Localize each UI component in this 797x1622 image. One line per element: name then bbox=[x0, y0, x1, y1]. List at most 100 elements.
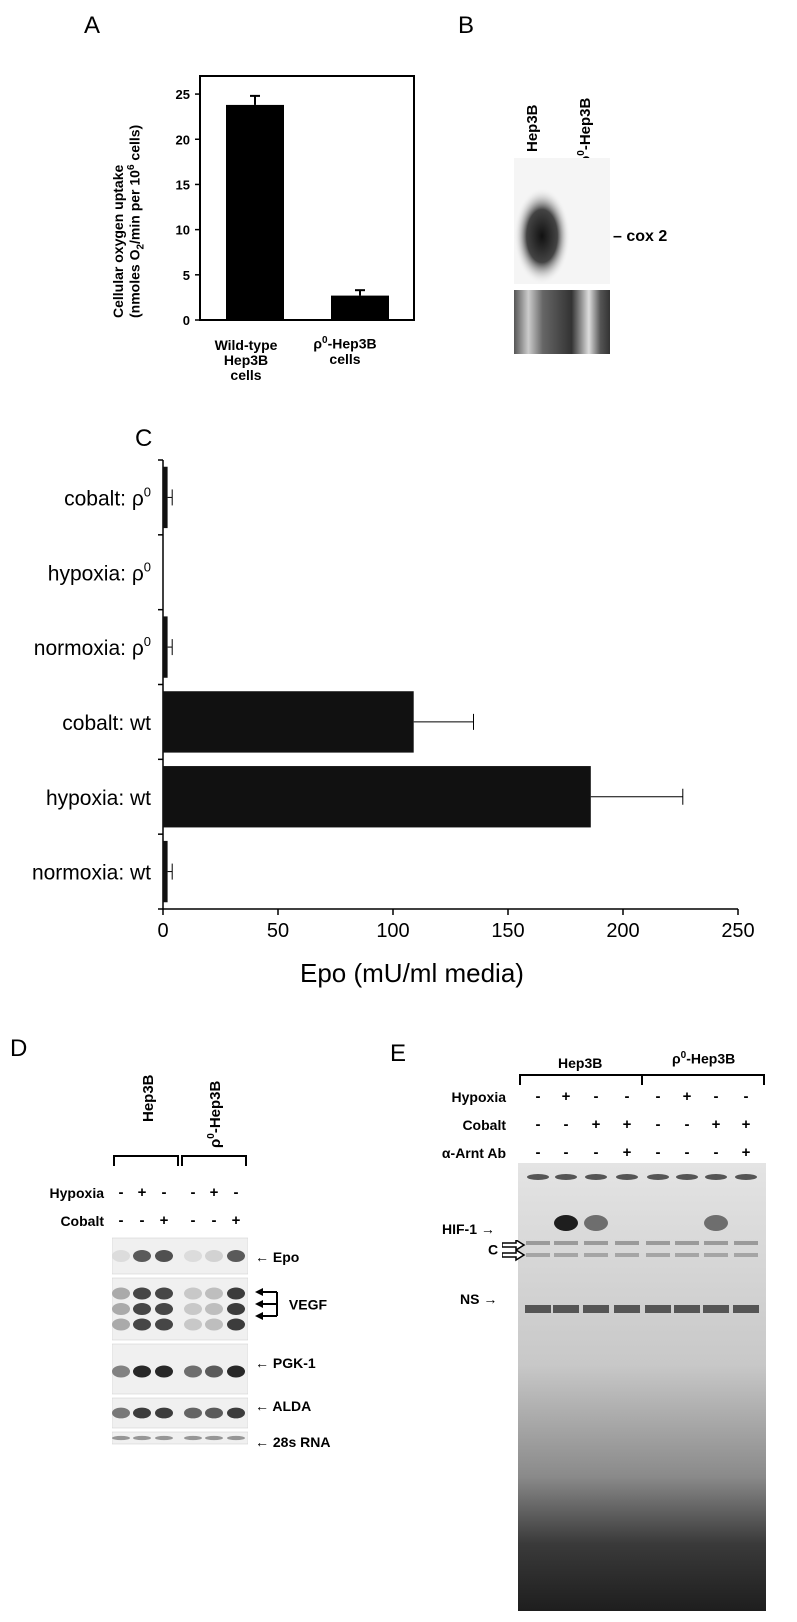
condition-sign: - bbox=[118, 1184, 124, 1201]
bar bbox=[163, 466, 168, 529]
condition-sign: + bbox=[682, 1088, 692, 1105]
condition-sign: - bbox=[161, 1184, 167, 1201]
panel-d-northern-blots bbox=[112, 1237, 248, 1445]
band bbox=[155, 1435, 173, 1441]
gel-loading-control bbox=[514, 290, 610, 354]
panel-e-cobalt-label: Cobalt bbox=[462, 1117, 506, 1133]
band bbox=[112, 1435, 130, 1441]
hif1-band bbox=[554, 1215, 578, 1231]
bar bbox=[163, 616, 168, 678]
c-x-tick-label: 200 bbox=[606, 920, 639, 942]
panel-a-ylabel: Cellular oxygen uptake (nmoles O2/min pe… bbox=[110, 125, 146, 318]
condition-sign: - bbox=[535, 1144, 541, 1161]
condition-sign: + bbox=[622, 1116, 632, 1133]
ns-band bbox=[674, 1305, 700, 1313]
well bbox=[676, 1174, 698, 1180]
y-tick-label: 15 bbox=[176, 177, 190, 192]
band bbox=[205, 1435, 223, 1441]
well bbox=[735, 1174, 757, 1180]
panel-b-letter: B bbox=[458, 12, 475, 39]
panel-d-marker-alda: ← ALDA bbox=[255, 1398, 312, 1414]
panel-e-letter: E bbox=[390, 1040, 407, 1067]
panel-c-letter: C bbox=[135, 425, 153, 452]
y-tick-label: 10 bbox=[176, 223, 190, 238]
band bbox=[133, 1287, 151, 1300]
ylabel-line1: Cellular oxygen uptake bbox=[110, 164, 126, 318]
band bbox=[112, 1287, 130, 1300]
gel-background bbox=[518, 1163, 766, 1611]
hif1-band bbox=[704, 1215, 728, 1231]
condition-sign: - bbox=[190, 1212, 196, 1229]
panel-d-marker-vegf: VEGF bbox=[255, 1288, 327, 1324]
panel-d-marker-pgk1: ← PGK-1 bbox=[255, 1355, 316, 1371]
panel-b-lane-hep3b: Hep3B bbox=[524, 104, 541, 152]
panel-e-hypoxia-label: Hypoxia bbox=[451, 1089, 506, 1105]
ns-band bbox=[553, 1305, 579, 1313]
condition-sign: - bbox=[563, 1116, 569, 1133]
c-band bbox=[704, 1253, 728, 1257]
c-band bbox=[675, 1253, 699, 1257]
band bbox=[227, 1365, 245, 1378]
c-x-tick-label: 100 bbox=[376, 920, 409, 942]
c-x-tick-label: 50 bbox=[267, 920, 289, 942]
condition-sign: + bbox=[591, 1116, 601, 1133]
condition-sign: - bbox=[118, 1212, 124, 1229]
cox2-band bbox=[514, 188, 570, 284]
panel-d-group-hep3b: Hep3B bbox=[140, 1074, 157, 1122]
y-tick-label: 25 bbox=[176, 87, 190, 102]
c-band bbox=[526, 1241, 550, 1245]
condition-sign: - bbox=[684, 1116, 690, 1133]
y-tick-label: 20 bbox=[176, 132, 190, 147]
condition-sign: - bbox=[743, 1088, 749, 1105]
band bbox=[133, 1318, 151, 1331]
condition-sign: + bbox=[231, 1212, 241, 1229]
c-band bbox=[554, 1253, 578, 1257]
band bbox=[112, 1365, 130, 1378]
bar bbox=[331, 295, 389, 320]
band bbox=[133, 1435, 151, 1441]
y-tick-label: 0 bbox=[183, 313, 190, 328]
category-label: cobalt: wt bbox=[62, 712, 151, 735]
panel-a-plot-frame bbox=[199, 75, 415, 321]
condition-sign: - bbox=[139, 1212, 145, 1229]
ns-band bbox=[525, 1305, 551, 1313]
condition-sign: - bbox=[593, 1088, 599, 1105]
condition-sign: - bbox=[563, 1144, 569, 1161]
panel-e-group-hep3b: Hep3B bbox=[558, 1055, 603, 1071]
bar bbox=[163, 840, 168, 903]
band bbox=[155, 1250, 173, 1262]
band bbox=[155, 1303, 173, 1315]
band bbox=[205, 1318, 223, 1331]
pgk1-strip bbox=[112, 1343, 248, 1395]
c-band bbox=[675, 1241, 699, 1245]
condition-sign: + bbox=[622, 1144, 632, 1161]
band bbox=[133, 1407, 151, 1419]
panel-a-category-rho0: ρ0-Hep3B cells bbox=[313, 335, 377, 367]
condition-sign: - bbox=[655, 1144, 661, 1161]
y-tick-label: 5 bbox=[183, 268, 190, 283]
well bbox=[555, 1174, 577, 1180]
hif1-band bbox=[584, 1215, 608, 1231]
c-band bbox=[704, 1241, 728, 1245]
condition-sign: + bbox=[561, 1088, 571, 1105]
ns-band bbox=[703, 1305, 729, 1313]
condition-sign: - bbox=[655, 1088, 661, 1105]
c-band bbox=[646, 1241, 670, 1245]
band bbox=[205, 1365, 223, 1378]
panel-a-chart: 0 5 10 15 20 25 bbox=[176, 75, 415, 328]
band bbox=[184, 1407, 202, 1419]
condition-sign: - bbox=[713, 1088, 719, 1105]
condition-sign: + bbox=[741, 1116, 751, 1133]
condition-sign: - bbox=[211, 1212, 217, 1229]
vegf-arrows-icon bbox=[255, 1288, 278, 1320]
bar bbox=[163, 691, 414, 753]
bar bbox=[163, 766, 591, 828]
band bbox=[227, 1318, 245, 1331]
panel-d-hypoxia-label: Hypoxia bbox=[49, 1185, 104, 1201]
c-band bbox=[554, 1241, 578, 1245]
band bbox=[184, 1250, 202, 1262]
category-label: hypoxia: ρ0 bbox=[48, 559, 151, 585]
band bbox=[184, 1303, 202, 1315]
panel-e-group-rho0: ρ0-Hep3B bbox=[672, 1050, 736, 1067]
well bbox=[585, 1174, 607, 1180]
